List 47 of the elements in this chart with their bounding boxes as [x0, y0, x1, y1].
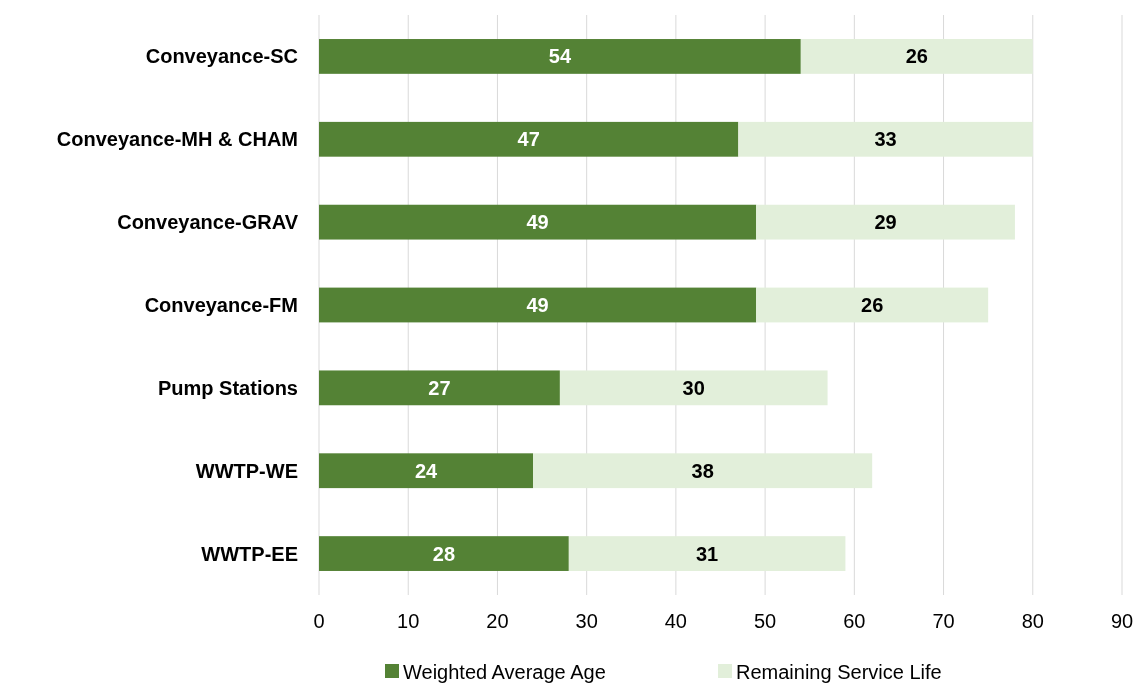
- legend-label: Weighted Average Age: [403, 661, 606, 683]
- bar: [533, 453, 873, 489]
- data-label: 26: [905, 45, 928, 68]
- x-tick-label: 50: [753, 610, 777, 632]
- bar: [319, 287, 757, 323]
- data-label: 26: [861, 294, 884, 316]
- bar: [568, 536, 846, 571]
- data-label: 33: [874, 128, 897, 151]
- bar: [319, 204, 757, 240]
- y-tick-label: Conveyance-FM: [144, 294, 298, 316]
- data-label: 29: [874, 211, 897, 234]
- bar: [319, 39, 801, 74]
- data-label: 24: [414, 459, 439, 482]
- bar: [319, 453, 534, 489]
- bar: [559, 370, 828, 406]
- bar: [738, 121, 1033, 157]
- y-tick-label: Conveyance-MH & CHAM: [56, 128, 298, 151]
- bar: [319, 370, 560, 406]
- data-label: 30: [682, 376, 705, 399]
- x-tick-label: 60: [843, 610, 866, 632]
- x-tick-label: 40: [664, 610, 688, 632]
- x-tick-label: 0: [313, 610, 325, 632]
- bar: [756, 204, 1015, 240]
- data-label: 54: [548, 45, 572, 68]
- data-label: 27: [428, 376, 451, 399]
- x-tick-label: 90: [1110, 610, 1133, 632]
- data-label: 28: [432, 542, 456, 565]
- y-tick-label: WWTP-WE: [195, 459, 298, 482]
- x-tick-label: 70: [932, 610, 955, 632]
- data-label: 49: [526, 211, 549, 234]
- y-tick-label: Pump Stations: [157, 376, 298, 399]
- x-tick-label: 10: [397, 610, 420, 632]
- bar: [756, 287, 989, 323]
- data-label: 49: [526, 294, 549, 316]
- x-tick-label: 20: [486, 610, 509, 632]
- bar: [319, 121, 739, 157]
- x-tick-label: 80: [1021, 610, 1044, 632]
- bar: [800, 39, 1033, 74]
- data-label: 38: [691, 459, 714, 482]
- y-tick-label: Conveyance-GRAV: [117, 211, 299, 234]
- y-tick-label: WWTP-EE: [201, 542, 298, 565]
- legend-label: Remaining Service Life: [736, 661, 942, 683]
- x-tick-label: 30: [575, 610, 598, 632]
- y-tick-label: Conveyance-SC: [145, 45, 298, 68]
- data-label: 47: [517, 128, 540, 151]
- bar: [319, 536, 569, 571]
- data-label: 31: [695, 542, 719, 565]
